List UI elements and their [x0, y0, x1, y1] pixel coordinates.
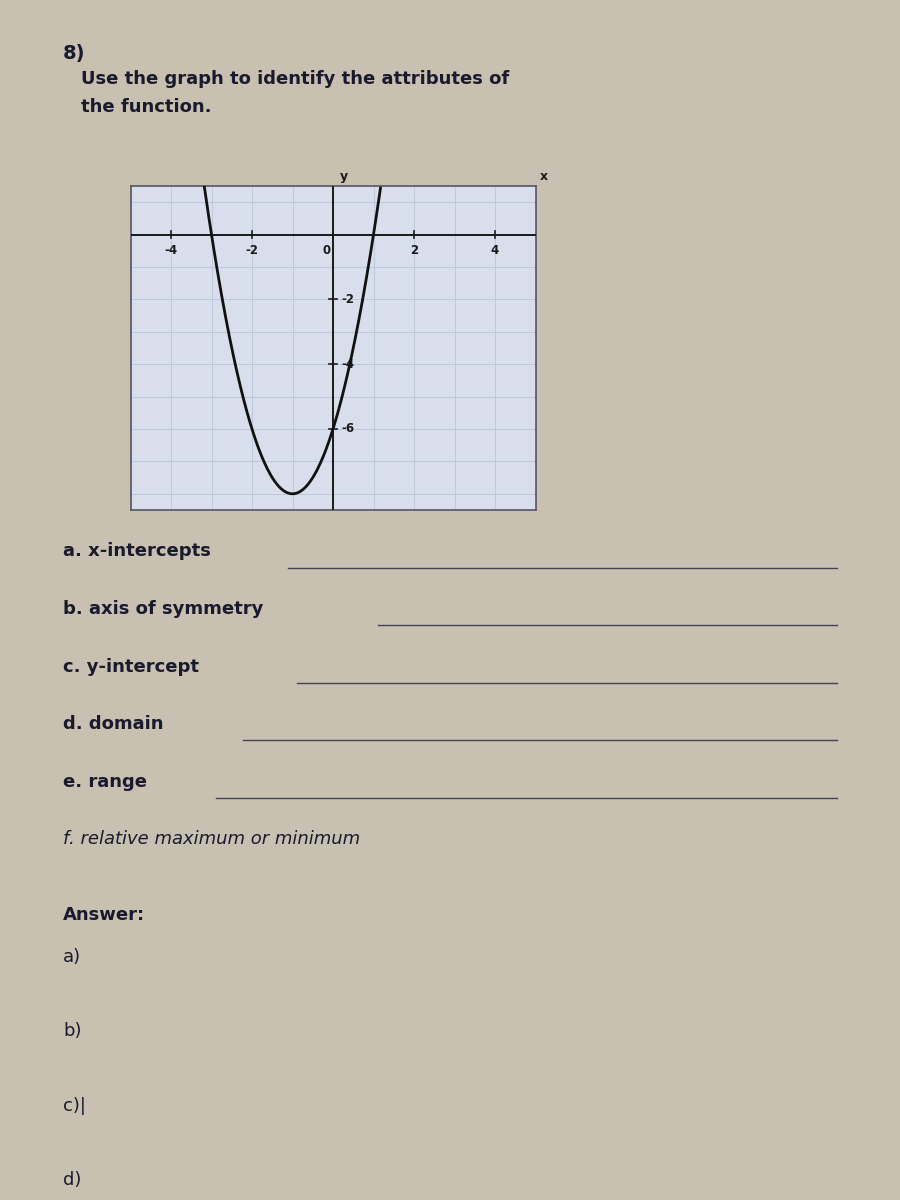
Text: d): d) [63, 1171, 81, 1189]
Text: -4: -4 [165, 245, 177, 257]
Text: 2: 2 [410, 245, 418, 257]
Text: c)|: c)| [63, 1097, 86, 1115]
Text: a): a) [63, 948, 81, 966]
Text: x: x [539, 169, 548, 182]
Text: -2: -2 [246, 245, 258, 257]
Text: 0: 0 [323, 245, 331, 257]
Text: f. relative maximum or minimum: f. relative maximum or minimum [63, 830, 360, 848]
Text: -6: -6 [341, 422, 355, 436]
Text: 8): 8) [63, 44, 86, 64]
Text: b): b) [63, 1022, 82, 1040]
Text: -4: -4 [341, 358, 355, 371]
Text: Use the graph to identify the attributes of: Use the graph to identify the attributes… [81, 70, 509, 88]
Text: d. domain: d. domain [63, 715, 164, 733]
Text: Answer:: Answer: [63, 906, 145, 924]
Text: b. axis of symmetry: b. axis of symmetry [63, 600, 264, 618]
Text: a. x-intercepts: a. x-intercepts [63, 542, 211, 560]
Text: e. range: e. range [63, 773, 147, 791]
Text: -2: -2 [341, 293, 354, 306]
Text: y: y [340, 169, 348, 182]
Text: 4: 4 [491, 245, 500, 257]
Text: the function.: the function. [81, 98, 212, 116]
Text: c. y-intercept: c. y-intercept [63, 658, 199, 676]
